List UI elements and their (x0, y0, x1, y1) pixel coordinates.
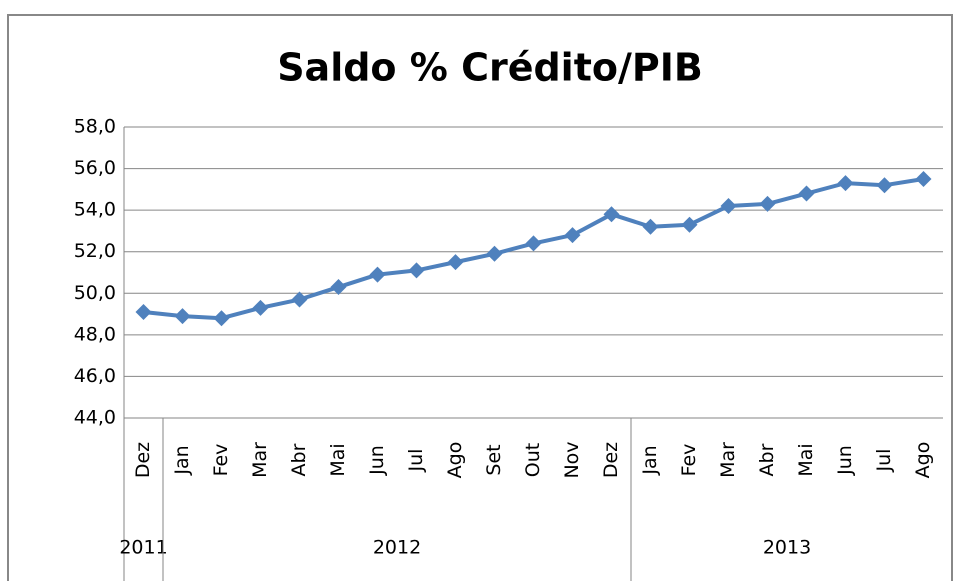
year-label: 2012 (373, 537, 421, 559)
x-tick-label: Jan (639, 445, 661, 475)
x-tick-label: Abr (756, 443, 778, 476)
x-tick-label: Ago (444, 442, 466, 479)
marker (603, 206, 620, 223)
marker (876, 177, 893, 194)
year-label: 2011 (119, 537, 167, 559)
marker (720, 197, 737, 214)
marker (642, 218, 659, 235)
x-tick-label: Fev (678, 444, 700, 477)
chart-frame (7, 14, 953, 581)
marker (135, 303, 152, 320)
marker (525, 235, 542, 252)
x-tick-label: Abr (288, 443, 310, 476)
marker (174, 308, 191, 325)
marker (408, 262, 425, 279)
marker (681, 216, 698, 233)
x-tick-label: Dez (600, 442, 622, 478)
marker (252, 299, 269, 316)
x-tick-label: Mar (249, 442, 271, 478)
x-tick-label: Dez (132, 442, 154, 478)
marker (915, 170, 932, 187)
x-tick-label: Jul (405, 449, 427, 473)
marker (369, 266, 386, 283)
y-tick-label: 54,0 (74, 199, 116, 221)
y-tick-label: 46,0 (74, 365, 116, 387)
chart-title: Saldo % Crédito/PIB (277, 46, 703, 90)
marker (486, 245, 503, 262)
year-label: 2013 (763, 537, 811, 559)
x-tick-label: Out (522, 443, 544, 477)
marker (447, 254, 464, 271)
y-tick-label: 50,0 (74, 282, 116, 304)
x-tick-label: Nov (561, 441, 583, 478)
x-tick-label: Jul (873, 449, 895, 473)
x-tick-label: Mai (327, 443, 349, 476)
x-tick-label: Mai (795, 443, 817, 476)
marker (213, 310, 230, 327)
y-tick-label: 44,0 (74, 407, 116, 429)
y-tick-label: 52,0 (74, 240, 116, 262)
marker (759, 195, 776, 212)
x-tick-label: Jan (171, 445, 193, 475)
x-tick-label: Jun (366, 445, 388, 476)
y-tick-label: 48,0 (74, 323, 116, 345)
x-tick-label: Set (483, 444, 505, 475)
x-tick-label: Ago (912, 442, 934, 479)
marker (837, 175, 854, 192)
y-tick-label: 56,0 (74, 157, 116, 179)
y-tick-label: 58,0 (74, 116, 116, 138)
x-tick-label: Fev (210, 444, 232, 477)
x-tick-label: Jun (834, 445, 856, 476)
marker (330, 279, 347, 296)
marker (798, 185, 815, 202)
marker (564, 227, 581, 244)
marker (291, 291, 308, 308)
x-tick-label: Mar (717, 442, 739, 478)
